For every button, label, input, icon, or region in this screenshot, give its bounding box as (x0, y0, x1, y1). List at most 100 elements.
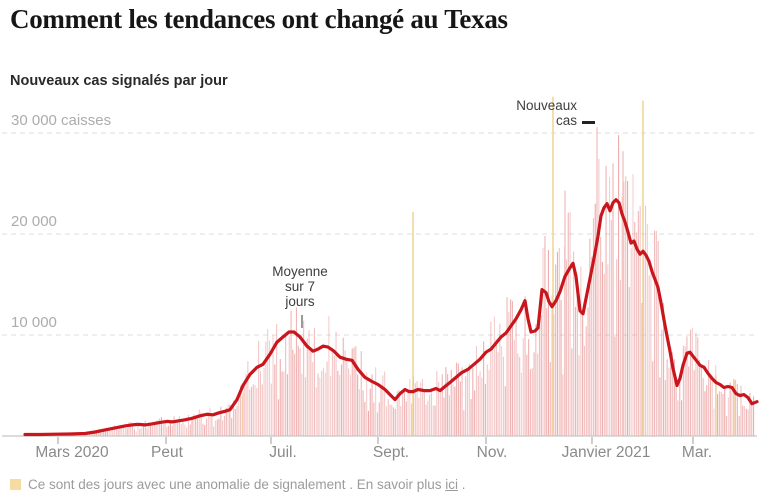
daily-cases-bar (132, 425, 134, 436)
daily-cases-bar (99, 431, 101, 436)
daily-cases-bar (303, 320, 305, 436)
daily-cases-bar (573, 251, 575, 436)
daily-cases-bar (393, 407, 395, 436)
daily-cases-bar (243, 382, 245, 436)
daily-cases-bar (124, 427, 126, 436)
daily-cases-bar (535, 324, 537, 436)
daily-cases-bar (196, 415, 198, 436)
daily-cases-bar (324, 372, 326, 436)
daily-cases-bar (110, 430, 112, 436)
daily-cases-bar (322, 367, 324, 436)
daily-cases-bar (200, 412, 202, 436)
daily-cases-bar (349, 374, 351, 436)
daily-cases-bar (391, 404, 393, 436)
daily-cases-bar (396, 390, 398, 436)
daily-cases-bar (720, 391, 722, 436)
daily-cases-bar (328, 315, 330, 436)
daily-cases-bar (265, 341, 267, 436)
daily-cases-bar (193, 414, 195, 436)
daily-cases-bar (204, 425, 206, 436)
daily-cases-bar (198, 409, 200, 436)
daily-cases-bar (555, 264, 557, 436)
daily-cases-bar (177, 419, 179, 436)
daily-cases-bar (447, 374, 449, 436)
daily-cases-bar (603, 273, 605, 436)
daily-cases-bar (394, 408, 396, 436)
daily-cases-bar (146, 428, 148, 436)
daily-cases-bar (373, 402, 375, 436)
daily-cases-bar (661, 329, 663, 436)
daily-cases-bar (668, 367, 670, 436)
daily-cases-bar (402, 390, 404, 436)
daily-cases-bar (497, 352, 499, 436)
daily-cases-bar (546, 308, 548, 436)
daily-cases-bar (207, 411, 209, 436)
daily-cases-bar (583, 346, 585, 436)
anomaly-legend-swatch (10, 479, 21, 490)
footer-text-suffix: . (457, 477, 466, 492)
daily-cases-bar (673, 359, 675, 436)
daily-cases-bar (475, 345, 477, 436)
daily-cases-bar (256, 387, 258, 436)
daily-cases-bar (517, 353, 519, 436)
annotation-pointer-tick (301, 315, 303, 328)
daily-cases-bar (513, 339, 515, 436)
daily-cases-bar (236, 405, 238, 436)
daily-cases-bar (682, 345, 684, 436)
daily-cases-bar (326, 361, 328, 436)
daily-cases-bar (481, 377, 483, 436)
annotation-line: cas (555, 113, 577, 128)
daily-cases-bar (285, 336, 287, 436)
daily-cases-bar (112, 428, 114, 436)
daily-cases-bar (528, 339, 530, 436)
footer-link[interactable]: ici (445, 477, 458, 492)
daily-cases-bar (501, 346, 503, 436)
daily-cases-bar (524, 296, 526, 436)
daily-cases-bar (706, 385, 708, 436)
daily-cases-bar (159, 418, 161, 436)
daily-cases-bar (263, 367, 265, 436)
daily-cases-bar (488, 370, 490, 436)
daily-cases-bar (214, 420, 216, 436)
daily-cases-bar (621, 196, 623, 436)
annotation-new-cases: Nouveaux cas (450, 98, 577, 128)
daily-cases-bar (533, 352, 535, 436)
daily-cases-bar (362, 390, 364, 436)
daily-cases-bar (240, 385, 242, 436)
daily-cases-bar (622, 151, 624, 436)
daily-cases-bar (448, 395, 450, 436)
daily-cases-bar (340, 364, 342, 436)
daily-cases-bar (461, 367, 463, 436)
daily-cases-bar (411, 403, 413, 436)
daily-cases-bar (272, 335, 274, 436)
daily-cases-bar (191, 418, 193, 436)
daily-cases-bar (105, 428, 107, 436)
daily-cases-bar (639, 205, 641, 436)
daily-cases-bar (740, 385, 742, 436)
daily-cases-bar (610, 220, 612, 436)
daily-cases-bar (135, 431, 137, 436)
x-axis-label: Peut (151, 444, 183, 461)
daily-cases-bar (232, 400, 234, 436)
daily-cases-bar (220, 406, 222, 436)
anomaly-bar (552, 96, 554, 436)
daily-cases-bar (294, 353, 296, 436)
daily-cases-bar (382, 375, 384, 436)
daily-cases-bar (371, 374, 373, 436)
daily-cases-bar (520, 372, 522, 436)
daily-cases-bar (103, 431, 105, 436)
daily-cases-bar (529, 369, 531, 436)
daily-cases-bar (142, 424, 144, 436)
daily-cases-bar (414, 383, 416, 436)
daily-cases-bar (121, 425, 123, 436)
daily-cases-bar (148, 422, 150, 436)
daily-cases-bar (169, 421, 171, 436)
daily-cases-bar (600, 236, 602, 436)
daily-cases-bar (385, 406, 387, 436)
daily-cases-bar (594, 203, 596, 436)
daily-cases-bar (724, 389, 726, 436)
daily-cases-bar (607, 264, 609, 436)
daily-cases-bar (119, 427, 121, 436)
daily-cases-bar (427, 400, 429, 436)
